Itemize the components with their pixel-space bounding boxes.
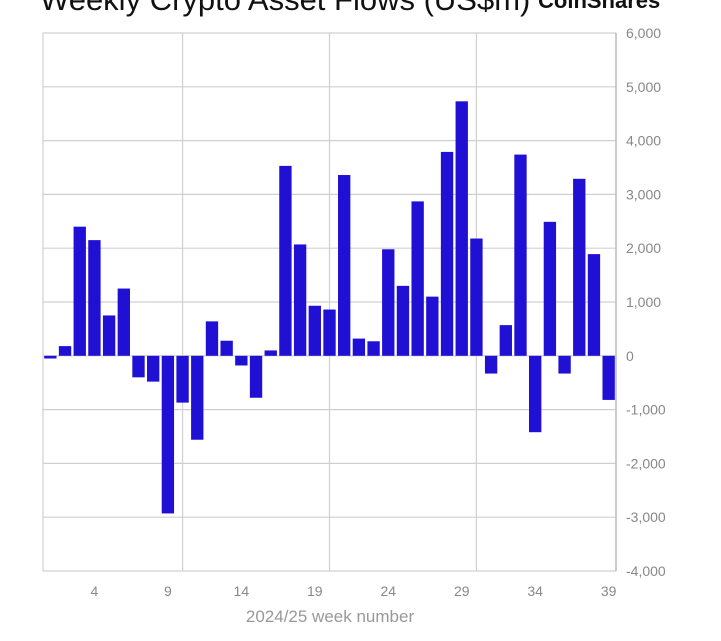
bar-week-17 (279, 165, 292, 356)
bar-week-15 (249, 355, 263, 398)
bar-week-37 (573, 178, 586, 356)
bar-week-21 (338, 175, 351, 356)
bar-week-3 (73, 226, 86, 356)
bar-week-22 (352, 338, 366, 356)
bar-week-9 (161, 355, 175, 514)
bar-week-27 (426, 296, 439, 356)
bar-week-14 (235, 355, 248, 366)
bar-week-34 (529, 355, 542, 433)
bar-week-30 (470, 238, 483, 356)
y-tick-label: -1,000 (626, 402, 666, 418)
bar-week-24 (382, 249, 395, 356)
bar-week-23 (367, 341, 380, 356)
bar-week-35 (543, 221, 557, 356)
x-tick-label: 9 (164, 583, 172, 599)
bar-week-20 (323, 309, 336, 356)
y-tick-label: -3,000 (626, 509, 666, 525)
bar-week-16 (264, 350, 277, 356)
bar-week-2 (58, 346, 72, 356)
bar-week-39 (602, 355, 615, 400)
y-tick-label: 0 (626, 348, 634, 364)
bar-week-18 (293, 244, 307, 356)
bar-week-10 (176, 355, 189, 403)
bar-week-6 (117, 288, 130, 356)
y-tick-label: 6,000 (626, 25, 661, 41)
bar-week-4 (88, 240, 101, 356)
x-tick-label: 4 (91, 583, 99, 599)
x-tick-label: 29 (454, 583, 470, 599)
bar-week-38 (587, 254, 601, 356)
bar-week-29 (455, 101, 468, 356)
bar-week-5 (102, 315, 116, 356)
x-tick-label: 24 (380, 583, 396, 599)
bar-week-33 (514, 154, 527, 356)
y-tick-label: 4,000 (626, 133, 661, 149)
bar-week-19 (308, 305, 321, 356)
bar-week-28 (440, 151, 454, 356)
x-tick-label: 39 (601, 583, 617, 599)
bar-week-26 (411, 201, 424, 356)
bar-week-8 (147, 355, 160, 382)
bar-week-11 (191, 355, 204, 440)
y-tick-label: 5,000 (626, 79, 661, 95)
y-tick-label: 3,000 (626, 186, 661, 202)
x-axis-label: 2024/25 week number (246, 607, 415, 626)
bar-week-1 (44, 355, 57, 359)
y-tick-label: 2,000 (626, 240, 661, 256)
y-tick-label: -2,000 (626, 455, 666, 471)
coinshares-logo: CoinShares (538, 0, 661, 13)
chart-title: Weekly Crypto Asset Flows (US$m) (40, 0, 530, 18)
bar-week-13 (220, 340, 233, 356)
x-tick-label: 34 (527, 583, 543, 599)
x-tick-label: 14 (234, 583, 250, 599)
bar-week-25 (396, 285, 410, 356)
x-tick-label: 19 (307, 583, 323, 599)
bar-week-31 (484, 355, 498, 374)
y-tick-label: -4,000 (626, 563, 666, 579)
bar-week-32 (499, 325, 512, 356)
y-tick-label: 1,000 (626, 294, 661, 310)
bar-week-36 (558, 355, 571, 374)
bar-week-7 (132, 355, 145, 378)
bar-week-12 (205, 321, 219, 356)
